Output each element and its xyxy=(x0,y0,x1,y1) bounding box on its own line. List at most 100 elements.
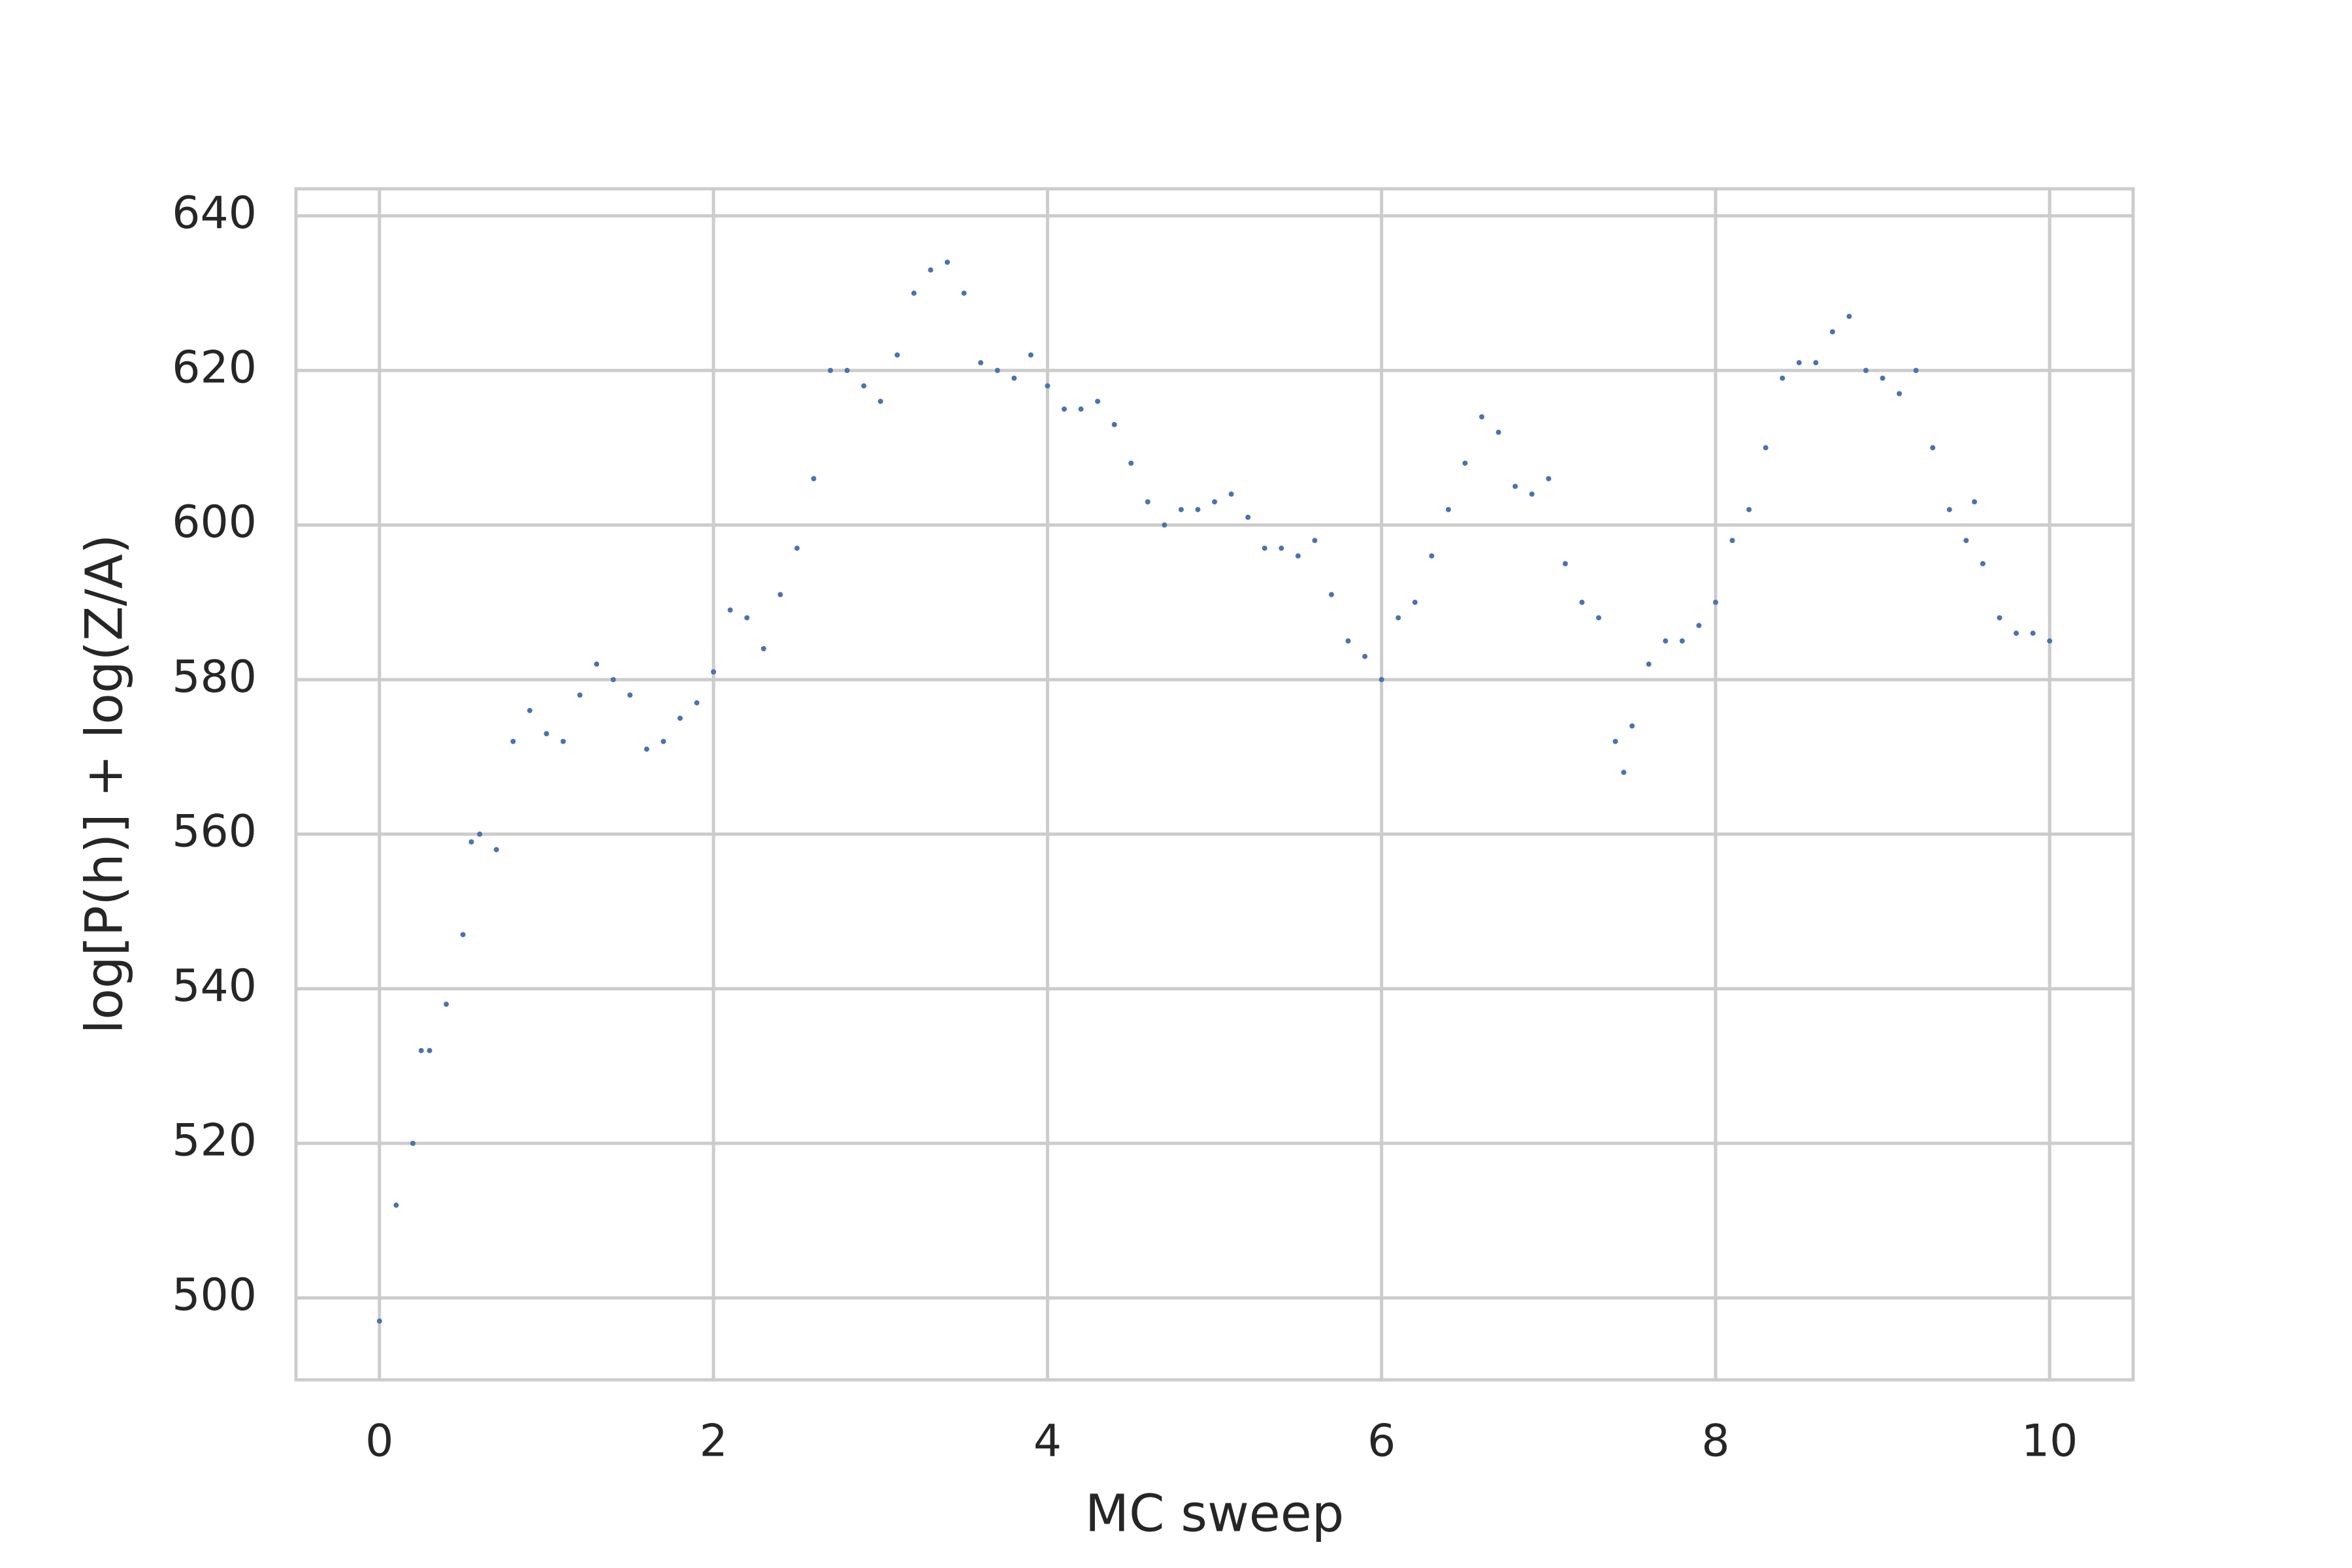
point xyxy=(1178,506,1184,512)
point xyxy=(1095,399,1101,404)
point xyxy=(444,1002,449,1007)
point xyxy=(1972,499,1978,505)
point xyxy=(1980,561,1985,566)
point xyxy=(928,267,934,273)
point xyxy=(1328,592,1334,598)
point xyxy=(777,592,783,598)
point xyxy=(1529,491,1535,497)
point xyxy=(1913,368,1919,374)
point xyxy=(1262,546,1267,551)
point xyxy=(393,1202,399,1208)
y-tick-label: 640 xyxy=(172,188,257,239)
point xyxy=(1629,723,1635,729)
point xyxy=(711,669,717,675)
point xyxy=(1028,352,1034,358)
point xyxy=(594,661,600,667)
point xyxy=(1145,499,1151,505)
x-tick-label: 2 xyxy=(699,1416,727,1467)
point xyxy=(493,847,499,853)
point xyxy=(961,290,967,296)
point xyxy=(1746,506,1752,512)
y-tick-label: 600 xyxy=(172,497,257,548)
point xyxy=(811,476,817,482)
y-tick-label: 500 xyxy=(172,1269,257,1321)
point xyxy=(1228,491,1234,497)
plot-frame xyxy=(294,187,2135,1382)
point xyxy=(744,615,750,621)
point xyxy=(477,831,483,837)
y-tick-label: 520 xyxy=(172,1115,257,1167)
point xyxy=(1729,538,1735,544)
point xyxy=(544,731,549,737)
point xyxy=(1162,522,1168,528)
point xyxy=(1696,623,1702,629)
point xyxy=(1111,421,1117,427)
point xyxy=(1429,553,1435,559)
point xyxy=(1646,661,1652,667)
x-tick-label: 10 xyxy=(2021,1416,2078,1467)
point xyxy=(577,692,583,698)
point xyxy=(828,368,834,374)
y-tick-label: 540 xyxy=(172,960,257,1012)
point xyxy=(1763,445,1769,451)
point xyxy=(844,368,850,374)
point xyxy=(1712,599,1718,605)
y-tick-label: 560 xyxy=(172,806,257,857)
point xyxy=(418,1048,424,1054)
x-tick-label: 6 xyxy=(1367,1416,1396,1467)
point xyxy=(1479,414,1485,419)
point xyxy=(1663,638,1669,644)
point xyxy=(1595,615,1601,621)
point xyxy=(460,932,466,938)
point xyxy=(1312,538,1318,544)
point xyxy=(627,692,633,698)
point xyxy=(1780,375,1786,381)
point xyxy=(561,738,566,744)
x-axis-label: MC sweep xyxy=(1085,1484,1344,1543)
point xyxy=(1445,506,1451,512)
point xyxy=(1295,553,1301,559)
x-tick-label: 0 xyxy=(365,1416,393,1467)
point xyxy=(1997,615,2002,621)
point xyxy=(1546,476,1552,482)
point xyxy=(1379,677,1384,683)
point xyxy=(468,839,474,845)
point xyxy=(978,360,984,366)
point xyxy=(1245,514,1251,520)
point xyxy=(2047,638,2053,644)
point xyxy=(1612,738,1618,744)
y-axis-label: log[P(h)] + log(Z/A) xyxy=(75,534,134,1034)
point xyxy=(376,1318,382,1324)
point xyxy=(510,738,516,744)
point xyxy=(911,290,917,296)
point xyxy=(1512,483,1518,489)
point xyxy=(1946,506,1952,512)
y-tick-label: 620 xyxy=(172,342,257,394)
point xyxy=(1495,429,1501,435)
point xyxy=(760,645,766,651)
point xyxy=(1195,506,1201,512)
point xyxy=(1279,546,1284,551)
point xyxy=(1897,391,1903,397)
point xyxy=(427,1048,433,1054)
point xyxy=(1562,561,1568,566)
point xyxy=(1880,375,1886,381)
point xyxy=(2014,630,2019,636)
point xyxy=(1863,368,1869,374)
point xyxy=(1679,638,1685,644)
point xyxy=(1061,406,1067,412)
point xyxy=(1963,538,1969,544)
point xyxy=(1829,329,1835,335)
point xyxy=(1011,375,1017,381)
point xyxy=(661,738,666,744)
point xyxy=(1128,460,1134,466)
point xyxy=(1813,360,1819,366)
point xyxy=(1579,599,1585,605)
point xyxy=(727,607,733,613)
y-tick-label: 580 xyxy=(172,651,257,703)
point xyxy=(410,1141,416,1147)
point xyxy=(894,352,900,358)
point xyxy=(1045,383,1051,389)
